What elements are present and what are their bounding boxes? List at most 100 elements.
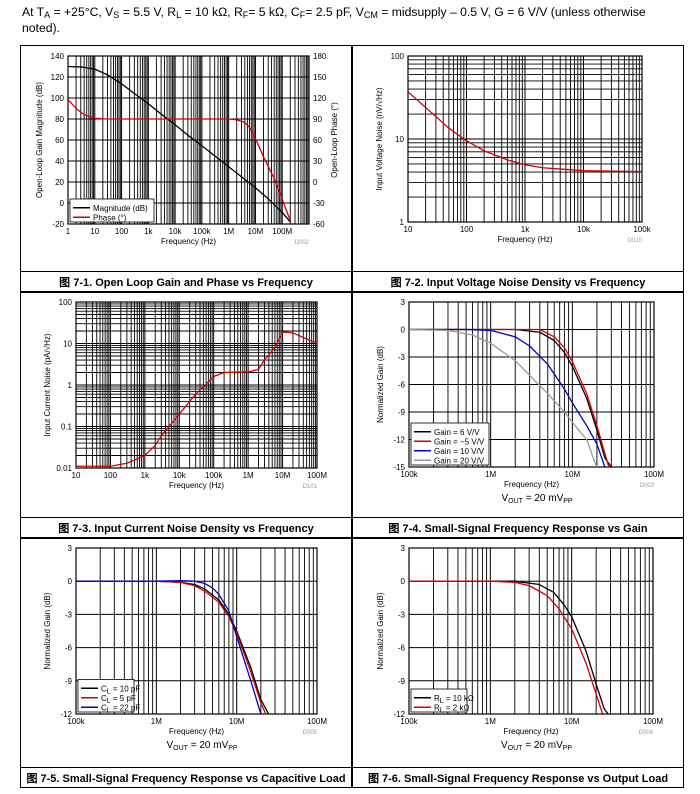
figure-caption: 图 7-1. Open Loop Gain and Phase vs Frequ…: [59, 276, 314, 289]
y-tick-label: 100: [51, 94, 65, 103]
x-tick-label: 100k: [400, 470, 418, 479]
x-tick-label: 10k: [169, 227, 183, 236]
series-group: [408, 91, 642, 173]
y2-tick-label: 0: [313, 178, 318, 187]
panel-frame: [20, 45, 352, 292]
y-tick-label: 3: [68, 544, 73, 553]
x-axis-label: Frequency (Hz): [161, 237, 216, 246]
chart-fig7-3: 10 100 1k 10k 100k 1M 10M 100M 0.01 0.1 1 10 100 Freq…: [43, 298, 327, 490]
x-axis-label: Frequency (Hz): [169, 727, 224, 736]
plot-area: [408, 547, 654, 715]
subscript: PP: [228, 745, 238, 752]
subscript: PP: [563, 745, 573, 752]
x-tick-label: 100M: [307, 471, 327, 480]
x-tick-label: 1M: [151, 717, 162, 726]
x-tick-label: 100M: [644, 470, 664, 479]
x-tick-label: 100M: [272, 227, 292, 236]
y-tick-label: 10: [395, 135, 404, 144]
figure-code: D002: [295, 240, 310, 246]
x-tick-label: 10: [404, 225, 413, 234]
plot-area: [407, 55, 643, 223]
y-tick-label: 0: [68, 577, 73, 586]
y-tick-label: -9: [65, 677, 73, 686]
series-line-1: [409, 580, 604, 714]
vout-annotation: VOUT = 20 mVPP: [502, 493, 573, 505]
panel-frame: [20, 292, 352, 538]
y-tick-label: 1: [400, 218, 405, 227]
y-tick-label: -12: [393, 436, 405, 445]
y2-tick-label: -60: [313, 220, 325, 229]
y-tick-label: -9: [398, 408, 406, 417]
y-axis-label: Normalized Gain (dB): [376, 346, 385, 423]
text-span: C: [101, 694, 107, 703]
subscript: OUT: [508, 498, 524, 505]
x-tick-label: 100k: [633, 225, 651, 234]
x-tick-label: 1k: [521, 225, 530, 234]
y-tick-label: 3: [401, 544, 406, 553]
y-tick-label: 0.1: [61, 423, 73, 432]
figure-caption: 图 7-4. Small-Signal Frequency Response v…: [388, 522, 647, 535]
x-tick-label: 1M: [485, 717, 496, 726]
y2-tick-label: 60: [313, 136, 322, 145]
subscript: L: [440, 707, 444, 714]
y2-tick-label: 150: [313, 73, 327, 82]
figure-caption: 图 7-3. Input Current Noise Density vs Fr…: [58, 522, 314, 535]
legend-label: Gain = −5 V/V: [434, 437, 485, 446]
y-tick-label: 3: [401, 298, 406, 307]
series-line-0: [409, 580, 609, 714]
subscript: L: [107, 688, 111, 695]
y-tick-label: -3: [398, 610, 406, 619]
figure-code: D004: [639, 730, 654, 736]
text-span: = 10 pF: [111, 684, 141, 693]
panel-frame: [352, 538, 684, 788]
text-span: V: [167, 740, 174, 751]
plot-area: [67, 55, 310, 225]
y-tick-label: 1: [68, 381, 73, 390]
panel-frame: [352, 45, 684, 292]
y-axis-label: Input Current Noise (pA/√Hz): [43, 333, 52, 436]
text-span: = 20 mV: [523, 493, 564, 504]
chart-fig7-4: 100k 1M 10M 100M -15 -12 -9 -6 -3 0 3 Frequency (Hz…: [376, 298, 664, 505]
figure-caption: 图 7-2. Input Voltage Noise Density vs Fr…: [391, 276, 647, 289]
y-axis-label: Normalized Gain (dB): [43, 592, 52, 669]
y-tick-label: 0: [401, 326, 406, 335]
figure-grid: 图 7-1. Open Loop Gain and Phase vs Frequ…: [20, 45, 684, 788]
legend-label: CL = 22 pF: [101, 703, 140, 714]
x-tick-label: 10k: [173, 471, 187, 480]
x-tick-label: 100k: [193, 227, 211, 236]
legend-label: RL = 2 kΩ: [434, 703, 469, 714]
y-tick-label: 80: [55, 115, 64, 124]
y-tick-label: 40: [55, 157, 64, 166]
text-span: V: [502, 493, 509, 504]
chart-fig7-1: 1 10 100 1k 10k 100k 1M 10M 100M -20 0 20 40 60 80 100 1…: [35, 52, 339, 246]
x-tick-label: 100: [115, 227, 129, 236]
y-tick-label: -6: [65, 644, 73, 653]
y-tick-label: -3: [398, 353, 406, 362]
legend-box: [410, 688, 468, 713]
series-line-1: [76, 580, 267, 714]
series-line-3: [409, 328, 598, 467]
plot-area: [408, 301, 655, 468]
legend-label: RL = 10 kΩ: [434, 694, 474, 705]
conditions-header: At TA = +25°C, VS = 5.5 V, RL = 10 kΩ, R…: [22, 4, 682, 36]
subscript: L: [107, 707, 111, 714]
x-tick-label: 100M: [307, 717, 327, 726]
y-tick-label: 100: [391, 52, 405, 61]
y-tick-label: 100: [59, 298, 73, 307]
legend-label: CL = 5 pF: [101, 694, 136, 705]
legend-label: Gain = 6 V/V: [434, 428, 480, 437]
x-axis-label: Frequency (Hz): [497, 235, 552, 244]
series-group: [76, 331, 317, 467]
x-tick-label: 10: [72, 471, 81, 480]
y2-tick-label: 90: [313, 115, 322, 124]
y-tick-label: 0: [60, 199, 65, 208]
y-tick-label: -6: [398, 644, 406, 653]
series-line-1: [68, 98, 291, 221]
subscript: OUT: [173, 745, 189, 752]
x-tick-label: 100: [104, 471, 118, 480]
y-axis-label: Input Voltage Noise (nV/√Hz): [375, 87, 384, 190]
y-tick-label: -3: [65, 610, 73, 619]
